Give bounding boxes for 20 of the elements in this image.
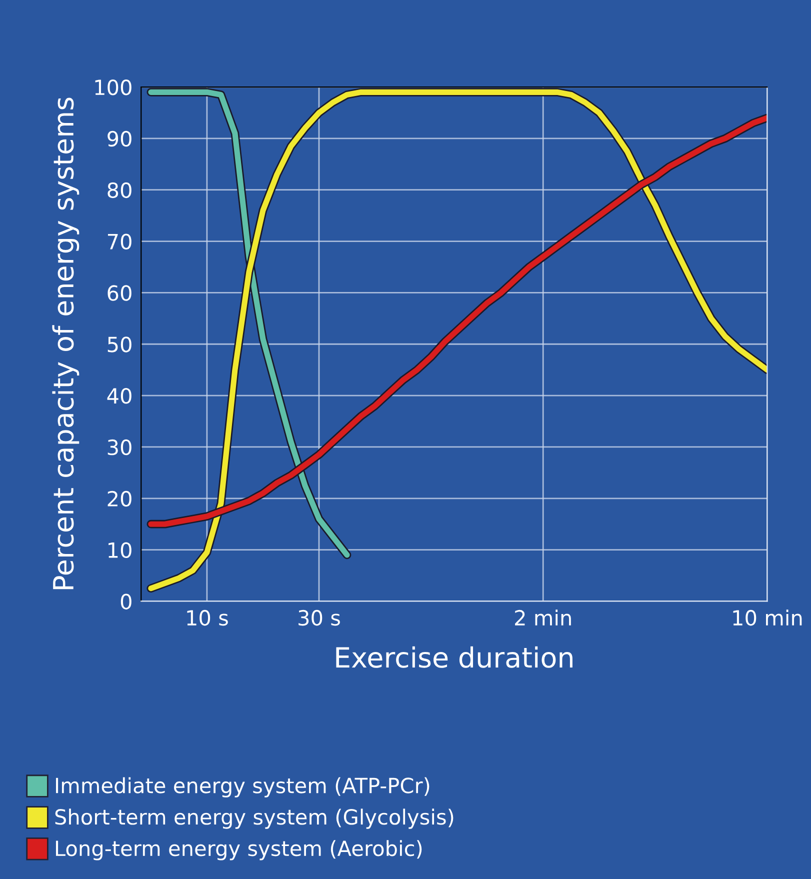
y-tick-label: 20 (108, 490, 132, 507)
legend-label: Short-term energy system (Glycolysis) (55, 808, 454, 829)
y-tick-label: 10 (108, 542, 132, 558)
y-tick-label: 50 (108, 336, 132, 352)
y-tick-label: 40 (107, 388, 132, 404)
y-axis-title: Percent capacity of energy systems (52, 98, 80, 590)
y-tick-label: 60 (108, 285, 132, 301)
y-tick-label: 90 (108, 130, 132, 147)
legend-label: Immediate energy system (ATP-PCr) (56, 777, 430, 798)
x-tick-label: 30 s (298, 610, 340, 626)
legend-label: Long-term energy system (Aerobic) (56, 840, 422, 860)
y-tick-label: 0 (120, 594, 132, 610)
x-tick-label: 10 s (187, 610, 228, 626)
y-tick-label: 100 (95, 79, 132, 96)
x-axis-title: Exercise duration (336, 646, 572, 668)
y-tick-label: 70 (108, 234, 132, 250)
x-tick-label: 2 min (515, 610, 571, 626)
y-tick-label: 80 (108, 182, 132, 198)
y-tick-label: 30 (108, 439, 132, 456)
x-tick-label: 10 min (733, 610, 802, 626)
